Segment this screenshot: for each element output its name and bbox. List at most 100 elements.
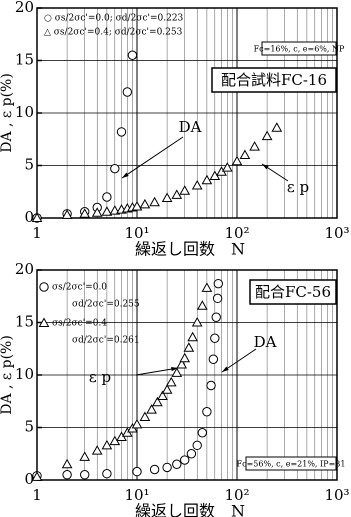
data-point (179, 352, 191, 363)
annotation-arrow (135, 367, 179, 376)
data-point (62, 470, 72, 480)
data-point (201, 282, 213, 292)
plot-border (36, 7, 338, 219)
y-tick-label: 10 (15, 365, 34, 383)
data-point (271, 122, 283, 132)
annotation: ε p (89, 368, 111, 386)
legend-label: σd/2σc'=0.255 (72, 300, 140, 310)
x-tick-label: 10³ (324, 486, 349, 504)
data-point (157, 390, 168, 400)
data-point (208, 354, 219, 364)
data-point (127, 50, 138, 60)
annotation: DA (254, 333, 277, 351)
material-note-box (261, 41, 337, 56)
x-tick-label: 1 (32, 224, 42, 242)
data-point (213, 278, 223, 289)
x-tick-label: 1 (32, 486, 42, 504)
x-tick-label: 10¹ (124, 486, 149, 504)
data-point (191, 179, 203, 190)
data-point (171, 367, 183, 377)
data-point (116, 127, 127, 137)
data-point (261, 130, 273, 141)
material-note-box (245, 456, 337, 471)
x-axis-title: 繰返し回数 N (135, 502, 245, 517)
y-tick-label: 5 (24, 418, 34, 436)
data-point (162, 462, 172, 473)
data-point (139, 198, 151, 209)
annotation-arrow (221, 348, 257, 373)
data-point (161, 192, 173, 203)
y-tick-label: 15 (15, 51, 34, 69)
y-tick-label: 10 (15, 103, 34, 121)
panel-label-box (211, 67, 337, 93)
data-point (176, 358, 188, 369)
x-tick-label: 10² (224, 224, 249, 242)
data-point (110, 163, 120, 174)
data-point (187, 331, 198, 342)
data-point (249, 141, 260, 151)
annotation-arrow (121, 136, 184, 179)
data-point (196, 300, 208, 310)
x-axis-title: 繰返し回数 N (135, 240, 245, 259)
data-point (192, 440, 202, 451)
data-point (61, 209, 73, 219)
data-point (206, 380, 216, 391)
data-point (80, 470, 90, 480)
data-point (202, 407, 212, 417)
y-tick-label: 20 (15, 260, 34, 278)
y-tick-label: 0 (24, 470, 34, 488)
data-point (183, 342, 195, 352)
data-point (161, 384, 173, 394)
data-point (231, 155, 243, 166)
data-point (212, 293, 223, 304)
y-axis-title: DA , ε p(%) (0, 73, 15, 153)
data-point (91, 445, 103, 455)
data-point (165, 376, 177, 387)
y-tick-label: 0 (24, 208, 34, 226)
data-point (91, 207, 103, 217)
data-point (172, 459, 182, 469)
legend-label: σs/2σc'=0.0 (52, 283, 107, 293)
material-note: Fc=16%, c, e=6%, NP (254, 45, 345, 54)
x-tick-label: 10¹ (124, 224, 149, 242)
annotation: ε p (287, 178, 309, 196)
arrow-head (171, 367, 178, 372)
plot-border (36, 269, 338, 481)
data-point (102, 192, 112, 202)
data-point (201, 174, 213, 185)
panel-label: 配合FC-56 (255, 283, 331, 301)
y-tick-label: 5 (24, 156, 34, 174)
data-point (139, 411, 151, 421)
legend-label: σd/2σc'=0.261 (72, 336, 140, 346)
legend-marker (38, 317, 50, 327)
data-point (31, 212, 43, 222)
legend-marker (39, 282, 49, 292)
material-note: Fc=56%, c, e=21%, IP=31 (237, 460, 346, 469)
y-tick-label: 15 (15, 313, 34, 331)
legend-label: σs/2σc'=0.4 (52, 319, 107, 329)
data-point (146, 404, 157, 414)
data-point (101, 439, 113, 450)
data-point (149, 196, 160, 207)
data-point (61, 458, 73, 469)
data-point (102, 469, 112, 479)
data-point (210, 333, 220, 343)
data-point (79, 451, 91, 461)
data-point (122, 87, 133, 97)
data-point (191, 316, 203, 327)
arrow-head (222, 366, 229, 372)
data-point (186, 449, 197, 459)
y-axis-title: DA , ε p(%) (0, 335, 15, 415)
data-point (131, 200, 143, 211)
x-tick-label: 10² (224, 486, 249, 504)
data-point (197, 428, 208, 438)
panel-label-box (249, 279, 337, 305)
data-point (239, 149, 251, 159)
panel-label: 配合試料FC-16 (221, 71, 327, 89)
y-tick-label: 20 (15, 0, 34, 16)
data-point (101, 206, 113, 216)
data-point (180, 455, 190, 465)
data-point (152, 396, 163, 407)
data-point (149, 464, 160, 475)
